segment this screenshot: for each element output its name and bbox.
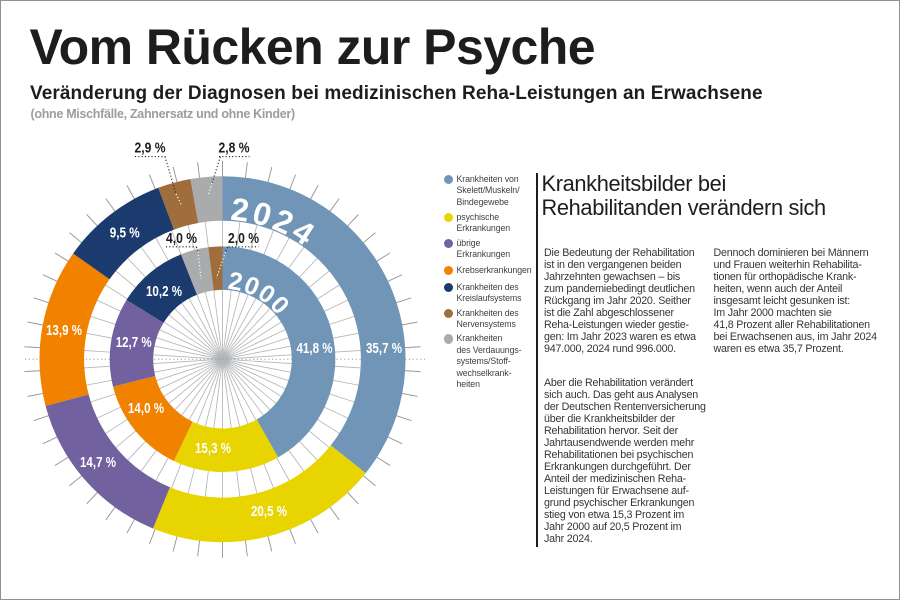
svg-text:10,2 %: 10,2 % [146, 284, 182, 300]
svg-text:2,8 %: 2,8 % [219, 140, 250, 157]
svg-text:13,9 %: 13,9 % [46, 323, 82, 339]
svg-text:41,8 %: 41,8 % [297, 341, 333, 357]
svg-text:4,0 %: 4,0 % [166, 230, 197, 247]
svg-text:20,5 %: 20,5 % [251, 504, 287, 520]
svg-text:14,0 %: 14,0 % [128, 401, 164, 417]
svg-text:15,3 %: 15,3 % [195, 441, 231, 457]
svg-text:2,0 %: 2,0 % [228, 230, 259, 247]
svg-text:12,7 %: 12,7 % [116, 335, 152, 351]
svg-text:14,7 %: 14,7 % [80, 455, 116, 471]
svg-text:2,9 %: 2,9 % [135, 140, 166, 157]
svg-text:9,5 %: 9,5 % [110, 226, 140, 242]
svg-text:35,7 %: 35,7 % [366, 341, 402, 357]
